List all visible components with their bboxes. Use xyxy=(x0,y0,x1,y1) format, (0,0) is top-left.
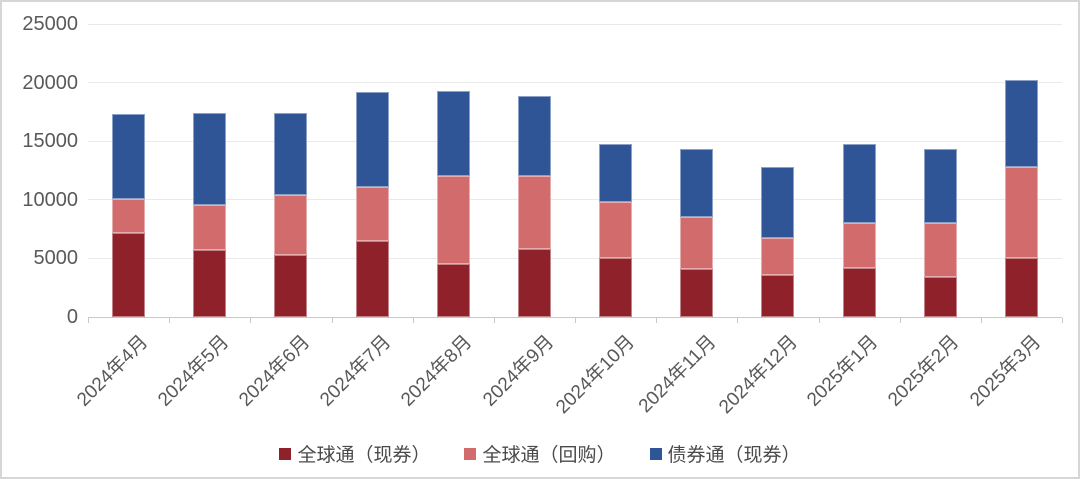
legend-label: 债券通（现券） xyxy=(667,445,801,466)
bar-segment-全球通（现券） xyxy=(1004,258,1038,317)
bar-segment-债券通（现券） xyxy=(355,92,389,187)
legend-swatch-icon xyxy=(649,447,662,460)
x-axis-tick xyxy=(980,318,982,323)
bar-2024年8月 xyxy=(436,90,470,317)
bar-segment-全球通（现券） xyxy=(842,267,876,317)
legend-item-债券通（现券）: 债券通（现券） xyxy=(649,440,801,467)
y-tick-label-25000: 25000 xyxy=(22,13,78,35)
y-tick-label-15000: 15000 xyxy=(22,130,78,153)
bar-2024年9月 xyxy=(517,95,551,317)
bar-2024年6月 xyxy=(274,113,308,317)
y-tick-label-10000: 10000 xyxy=(22,188,78,211)
plot-area xyxy=(88,23,1062,318)
bar-segment-全球通（回购） xyxy=(193,204,227,251)
bar-segment-全球通（回购） xyxy=(1004,167,1038,259)
bar-segment-债券通（现券） xyxy=(842,143,876,224)
x-axis-tick xyxy=(1062,318,1063,323)
legend-item-全球通（回购）: 全球通（回购） xyxy=(464,440,616,467)
bar-segment-全球通（回购） xyxy=(842,223,876,268)
bar-segment-全球通（现券） xyxy=(761,274,795,317)
x-tick-label-2024年12月: 2024年12月 xyxy=(714,331,802,419)
bar-segment-债券通（现券） xyxy=(517,95,551,177)
x-tick-label-2024年8月: 2024年8月 xyxy=(397,331,477,411)
bar-2025年3月 xyxy=(1004,80,1038,317)
bar-2025年2月 xyxy=(923,149,957,317)
x-axis-tick xyxy=(412,318,414,323)
bar-segment-全球通（现券） xyxy=(112,232,146,317)
bar-segment-债券通（现券） xyxy=(436,90,470,177)
bar-segment-债券通（现券） xyxy=(761,167,795,239)
bar-segment-债券通（现券） xyxy=(1004,80,1038,167)
x-tick-label-2024年7月: 2024年7月 xyxy=(316,331,396,411)
gridline-y-20000 xyxy=(88,82,1062,84)
gridline-y-5000 xyxy=(88,257,1062,259)
bar-segment-债券通（现券） xyxy=(599,143,633,203)
x-tick-label-2024年5月: 2024年5月 xyxy=(154,331,234,411)
x-axis-tick xyxy=(575,318,576,323)
bar-segment-债券通（现券） xyxy=(923,149,957,224)
x-tick-label-2024年11月: 2024年11月 xyxy=(634,331,721,418)
x-axis-tick xyxy=(737,318,739,323)
x-axis-tick xyxy=(656,318,658,323)
bar-segment-全球通（回购） xyxy=(517,176,551,250)
x-axis-tick xyxy=(331,318,333,323)
legend-item-全球通（现券）: 全球通（现券） xyxy=(279,440,430,467)
gridline-y-25000 xyxy=(88,23,1062,25)
legend-label: 全球通（现券） xyxy=(297,445,431,466)
chart-legend: 全球通（现券） 全球通（回购） 债券通（现券） xyxy=(2,440,1078,467)
bar-2024年12月 xyxy=(761,167,795,317)
bar-2024年11月 xyxy=(680,149,714,317)
bar-segment-全球通（回购） xyxy=(274,195,308,255)
x-tick-label-2024年10月: 2024年10月 xyxy=(552,331,639,419)
bar-segment-全球通（现券） xyxy=(517,249,551,317)
bar-segment-全球通（回购） xyxy=(355,186,389,241)
bar-2024年7月 xyxy=(355,92,389,317)
x-tick-label-2025年2月: 2025年2月 xyxy=(884,331,964,411)
x-tick-label-2025年3月: 2025年3月 xyxy=(965,331,1045,411)
gridline-y-10000 xyxy=(88,199,1062,201)
x-tick-label-2024年9月: 2024年9月 xyxy=(478,331,558,411)
x-axis-tick xyxy=(169,318,171,323)
bar-2024年10月 xyxy=(599,143,633,317)
y-tick-label-5000: 5000 xyxy=(33,247,79,270)
bar-segment-全球通（回购） xyxy=(761,238,795,275)
bar-segment-全球通（现券） xyxy=(436,264,470,317)
bar-2024年4月 xyxy=(112,114,146,317)
x-tick-label-2025年1月: 2025年1月 xyxy=(803,331,883,411)
x-axis-tick xyxy=(493,318,495,323)
bar-segment-全球通（现券） xyxy=(274,254,308,317)
bar-segment-全球通（现券） xyxy=(599,258,633,317)
x-axis-tick xyxy=(250,318,252,323)
bar-segment-全球通（回购） xyxy=(680,217,714,269)
x-tick-label-2024年4月: 2024年4月 xyxy=(72,331,152,411)
x-axis-line xyxy=(88,317,1062,318)
legend-swatch-icon xyxy=(464,447,477,460)
y-tick-label-20000: 20000 xyxy=(22,71,78,94)
x-axis-tick xyxy=(899,318,901,323)
bar-2025年1月 xyxy=(842,143,876,317)
x-tick-label-2024年6月: 2024年6月 xyxy=(235,331,315,411)
x-axis-tick xyxy=(818,318,820,323)
legend-label: 全球通（回购） xyxy=(482,445,616,466)
bar-segment-全球通（回购） xyxy=(112,198,146,233)
y-tick-label-0: 0 xyxy=(66,306,78,328)
bar-segment-全球通（现券） xyxy=(680,268,714,317)
gridline-y-15000 xyxy=(88,140,1062,142)
x-axis-tick xyxy=(88,318,89,323)
bar-segment-债券通（现券） xyxy=(193,113,227,205)
bar-segment-全球通（回购） xyxy=(436,176,470,265)
bar-segment-全球通（现券） xyxy=(355,240,389,317)
bar-segment-全球通（回购） xyxy=(599,202,633,259)
bar-segment-债券通（现券） xyxy=(680,149,714,218)
bar-segment-全球通（现券） xyxy=(923,277,957,317)
bar-segment-债券通（现券） xyxy=(274,113,308,196)
bar-2024年5月 xyxy=(193,113,227,317)
legend-swatch-icon xyxy=(279,447,292,460)
bar-segment-全球通（现券） xyxy=(193,250,227,317)
bar-segment-债券通（现券） xyxy=(112,114,146,199)
bar-segment-全球通（回购） xyxy=(923,223,957,278)
